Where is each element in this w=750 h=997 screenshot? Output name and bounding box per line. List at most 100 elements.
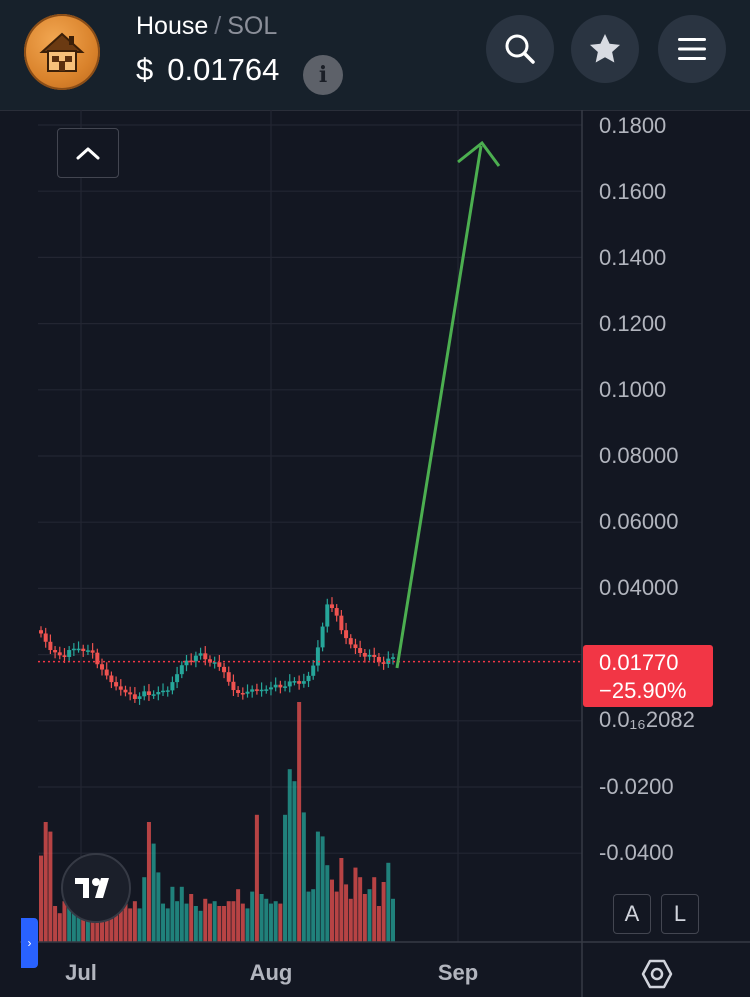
candle-body xyxy=(367,654,372,657)
candle-body xyxy=(43,633,48,642)
volume-bar xyxy=(161,903,166,942)
candle-body xyxy=(344,630,349,639)
volume-bar xyxy=(259,894,264,942)
volume-bar xyxy=(81,901,86,942)
volume-bar xyxy=(217,906,222,942)
volume-bar xyxy=(62,901,67,942)
volume-bar xyxy=(151,843,156,942)
volume-bar xyxy=(222,906,227,942)
volume-bar xyxy=(193,906,198,942)
tradingview-logo[interactable] xyxy=(61,853,131,923)
volume-bar xyxy=(254,814,259,942)
volume-bar xyxy=(198,910,203,942)
candle-body xyxy=(175,674,180,683)
candle-body xyxy=(85,650,90,652)
volume-bar xyxy=(240,903,245,942)
side-panel-toggle[interactable]: › xyxy=(21,918,38,968)
volume-bar xyxy=(376,906,381,942)
volume-bar xyxy=(353,867,358,942)
candle-body xyxy=(142,691,147,697)
price-axis-label: 0.04000 xyxy=(599,575,679,600)
candle-body xyxy=(123,689,128,693)
candle-body xyxy=(156,692,161,695)
candle-body xyxy=(320,626,325,648)
candle-body xyxy=(301,681,306,684)
candle-body xyxy=(62,655,67,657)
volume-bars xyxy=(39,702,395,942)
price-axis-label: 0.1600 xyxy=(599,179,666,204)
log-scale-button[interactable]: L xyxy=(661,894,699,934)
volume-bar xyxy=(268,903,273,942)
quote-token: SOL xyxy=(227,12,278,40)
favorite-button[interactable] xyxy=(571,15,639,83)
volume-bar xyxy=(325,865,330,942)
time-axis-label: Sep xyxy=(438,960,478,985)
candle-body xyxy=(67,650,72,657)
price-axis-label: 0.1000 xyxy=(599,377,666,402)
candle-body xyxy=(109,675,114,683)
candle-body xyxy=(315,647,320,666)
volume-bar xyxy=(123,891,128,942)
volume-bar xyxy=(344,884,349,942)
token-name: House xyxy=(136,12,209,40)
chart-settings-button[interactable] xyxy=(640,957,674,991)
candle-body xyxy=(161,690,166,693)
candle-body xyxy=(268,687,273,690)
volume-bar xyxy=(273,901,278,942)
candle-body xyxy=(311,665,316,676)
candle-body xyxy=(71,648,76,651)
volume-bar xyxy=(315,831,320,942)
candle-body xyxy=(189,660,194,663)
candle-body xyxy=(151,694,156,696)
candle-body xyxy=(132,694,137,699)
search-button[interactable] xyxy=(486,15,554,83)
candle-body xyxy=(297,681,302,684)
candle-body xyxy=(240,693,245,695)
info-icon[interactable]: i xyxy=(303,55,343,95)
candle-body xyxy=(39,630,43,634)
trend-arrow xyxy=(395,140,501,669)
volume-bar xyxy=(306,891,311,942)
candle-body xyxy=(391,657,395,659)
price-axis-label: 0.1800 xyxy=(599,113,666,138)
volume-bar xyxy=(358,877,363,942)
candle-body xyxy=(353,644,358,649)
candle-body xyxy=(104,669,109,676)
volume-bar xyxy=(329,879,334,942)
candle-body xyxy=(334,608,339,616)
volume-bar xyxy=(179,886,184,942)
volume-bar xyxy=(386,862,391,942)
collapse-button[interactable] xyxy=(57,128,119,178)
volume-bar xyxy=(287,769,292,942)
menu-button[interactable] xyxy=(658,15,726,83)
volume-bar xyxy=(292,781,297,942)
candle-body xyxy=(372,654,377,657)
time-axis-label: Aug xyxy=(250,960,293,985)
volume-bar xyxy=(391,898,395,942)
volume-bar xyxy=(381,882,386,942)
time-axis: Jul Aug Sep xyxy=(65,960,478,985)
candle-body xyxy=(53,650,58,653)
candle-body xyxy=(325,604,330,627)
volume-bar xyxy=(297,702,302,942)
volume-bar xyxy=(128,908,133,942)
volume-bar xyxy=(339,858,344,942)
price-axis-label: -0.0400 xyxy=(599,840,674,865)
price-tag-change: −25.90% xyxy=(599,678,686,703)
current-price: 0.01764 xyxy=(167,52,280,87)
volume-bar xyxy=(250,891,255,942)
volume-bar xyxy=(226,901,231,942)
candle-body xyxy=(48,641,53,651)
volume-bar xyxy=(301,812,306,942)
candle-body xyxy=(376,656,381,663)
settings-icon xyxy=(641,959,673,989)
volume-bar xyxy=(231,901,236,942)
candle-body xyxy=(128,692,133,695)
volume-bar xyxy=(95,913,100,942)
candle-body xyxy=(90,650,95,653)
auto-scale-button[interactable]: A xyxy=(613,894,651,934)
volume-bar xyxy=(264,898,269,942)
candlesticks xyxy=(39,597,395,705)
currency-symbol: $ xyxy=(136,52,154,87)
